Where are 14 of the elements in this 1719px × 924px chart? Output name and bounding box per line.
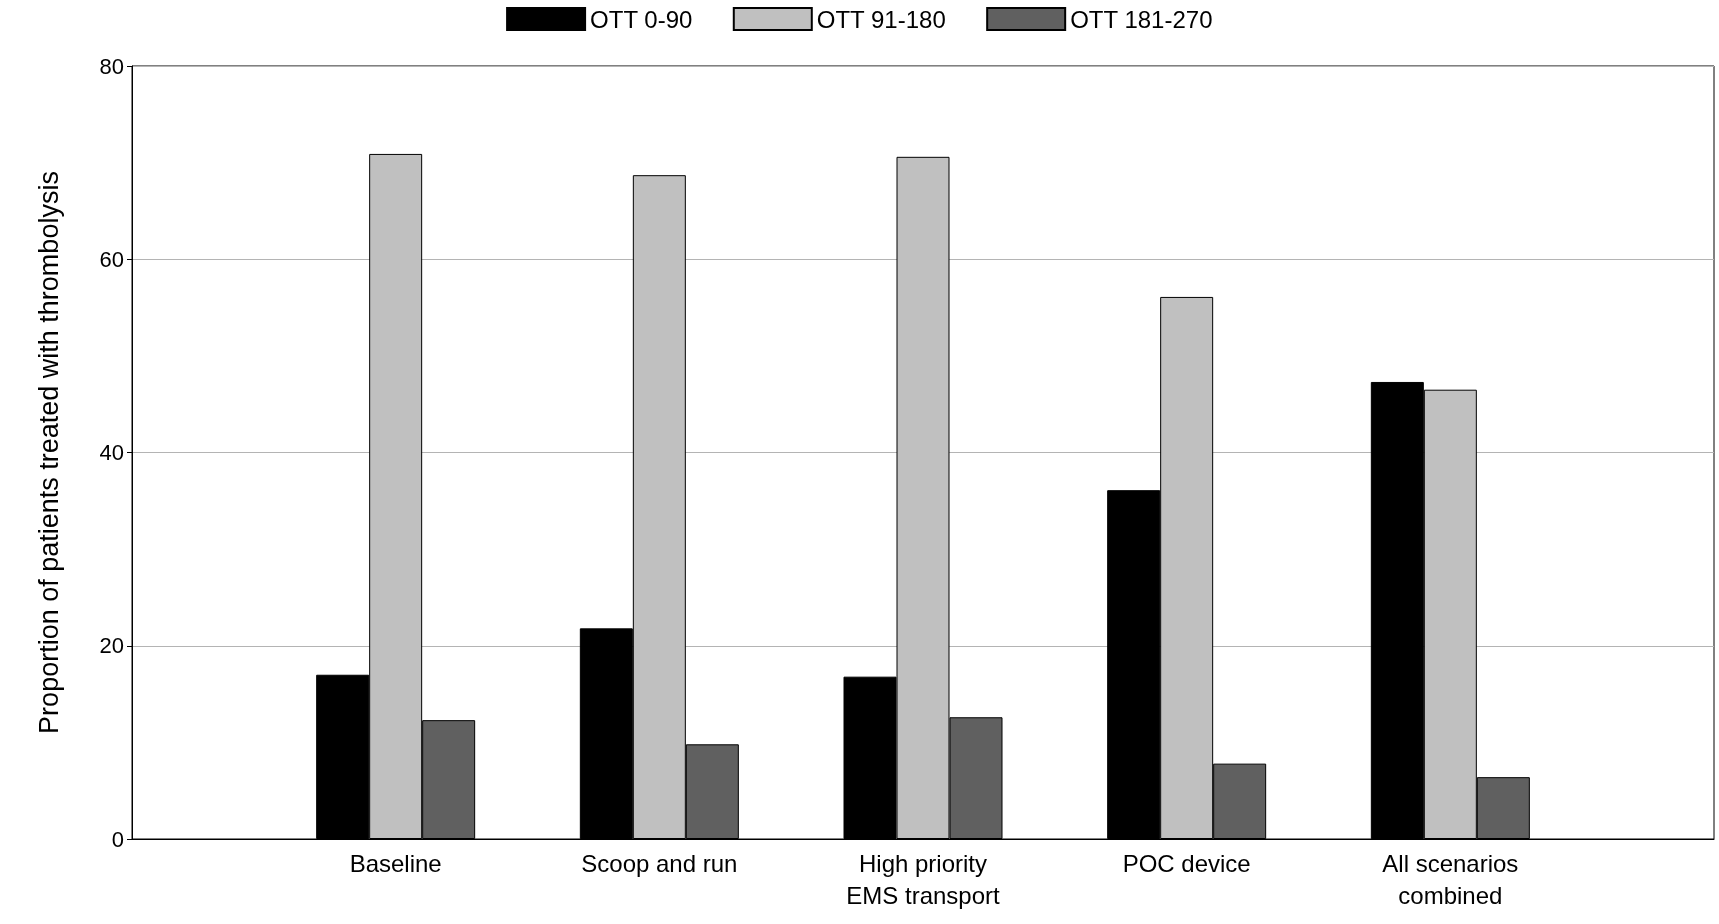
- x-tick-label: Scoop and run: [581, 849, 738, 877]
- y-axis-title: Proportion of patients treated with thrombolysis: [33, 171, 64, 734]
- y-tick-label: 0: [111, 826, 124, 852]
- legend-label: OTT 91-180: [816, 5, 946, 33]
- x-tick-label: Baseline: [349, 849, 442, 877]
- x-tick-label: All scenarios combined: [1382, 849, 1519, 909]
- y-tick-label: 20: [99, 633, 124, 659]
- x-tick-label: High priority EMS transport: [846, 849, 1001, 909]
- legend-label: OTT 181-270: [1070, 5, 1213, 33]
- x-tick-label: POC device: [1122, 849, 1251, 877]
- y-tick-label: 80: [99, 53, 124, 79]
- legend-label: OTT 0-90: [590, 5, 693, 33]
- y-tick-label: 60: [99, 246, 124, 272]
- y-tick-label: 40: [99, 440, 124, 465]
